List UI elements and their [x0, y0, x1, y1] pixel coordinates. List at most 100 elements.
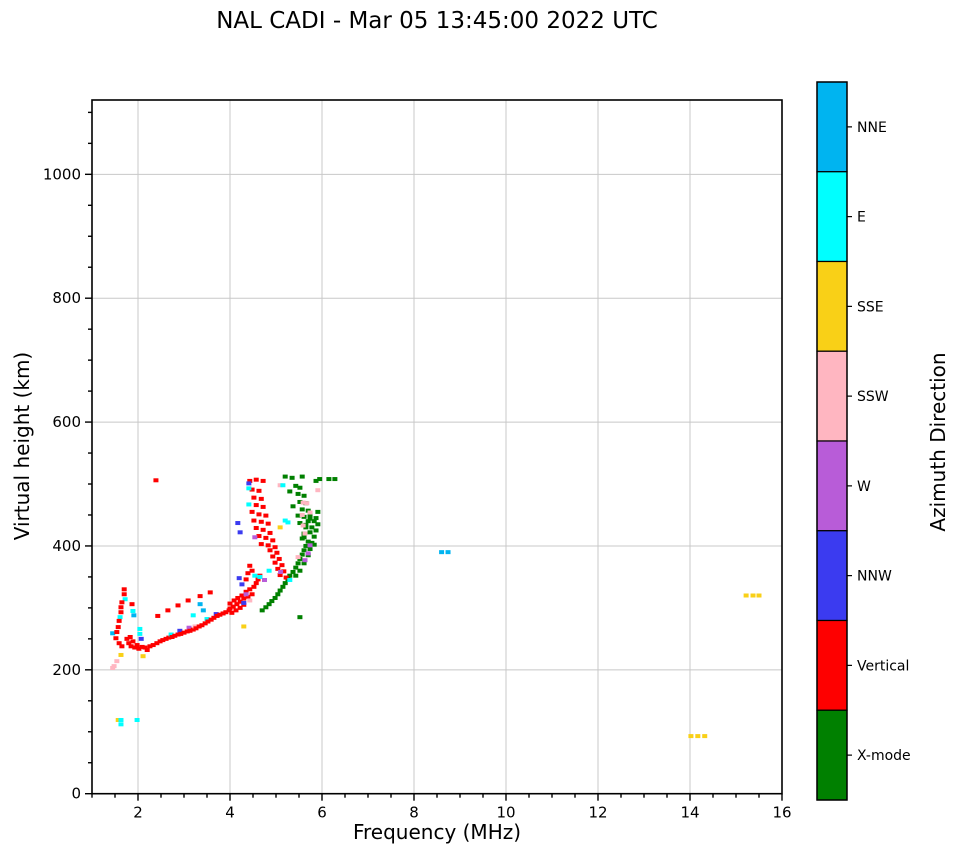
data-point-V — [154, 641, 160, 646]
data-point-NNW — [239, 582, 245, 587]
data-point-E — [204, 617, 210, 622]
data-point-V — [249, 487, 255, 492]
data-point-V — [260, 504, 266, 509]
data-point-V — [119, 644, 125, 649]
data-point-V — [202, 621, 208, 626]
data-point-X — [313, 478, 319, 483]
data-point-SSE — [743, 593, 749, 598]
data-point-X — [289, 475, 295, 480]
data-point-V — [114, 630, 120, 635]
data-point-X — [313, 528, 319, 533]
data-point-X — [332, 477, 338, 482]
data-point-X — [293, 565, 299, 570]
data-point-X — [301, 535, 307, 540]
data-point-V — [263, 535, 269, 540]
data-point-V — [214, 613, 220, 618]
data-point-SSW — [247, 598, 253, 603]
data-point-V — [178, 631, 184, 636]
data-point-X — [315, 509, 321, 514]
colorbar-tick-label: X-mode — [857, 748, 911, 764]
data-point-SSW — [299, 512, 305, 517]
data-point-V — [239, 593, 245, 598]
data-point-V — [126, 641, 132, 646]
data-point-V — [217, 612, 223, 617]
data-point-X — [263, 605, 269, 610]
data-point-V — [247, 587, 253, 592]
data-point-W — [302, 558, 308, 563]
data-point-SSE — [688, 734, 694, 739]
data-point-X — [282, 581, 288, 586]
data-point-V — [229, 610, 235, 615]
data-point-W — [305, 551, 311, 556]
data-point-X — [297, 521, 303, 526]
data-point-X — [299, 552, 305, 557]
data-point-E — [287, 578, 293, 583]
data-point-X — [307, 516, 313, 521]
data-point-V — [237, 599, 243, 604]
data-point-V — [253, 503, 259, 508]
data-point-V — [142, 645, 148, 650]
data-point-V — [243, 577, 249, 582]
data-point-V — [247, 563, 253, 568]
data-point-V — [144, 648, 150, 653]
data-point-V — [265, 521, 271, 526]
data-point-SSW — [304, 501, 310, 506]
y-tick-label: 1000 — [43, 165, 81, 183]
data-point-V — [132, 645, 138, 650]
data-point-X — [269, 599, 275, 604]
data-point-NNE — [439, 550, 445, 555]
colorbar-segment-X — [816, 709, 848, 801]
data-point-NNE — [200, 608, 206, 613]
data-point-V — [249, 592, 255, 597]
data-point-V — [247, 478, 253, 483]
data-point-X — [295, 491, 301, 496]
colorbar-segment-V — [816, 619, 848, 711]
data-point-NNW — [246, 481, 252, 486]
data-point-V — [258, 519, 264, 524]
data-point-V — [185, 598, 191, 603]
data-point-X — [287, 489, 293, 494]
data-point-X — [275, 592, 281, 597]
data-point-V — [175, 632, 181, 637]
data-point-V — [249, 509, 255, 514]
data-point-SSE — [277, 525, 283, 530]
data-point-E — [280, 483, 286, 488]
data-point-V — [263, 513, 269, 518]
data-point-X — [290, 504, 296, 509]
data-point-V — [276, 556, 282, 561]
data-point-V — [139, 644, 145, 649]
data-point-V — [175, 603, 181, 608]
colorbar-segment-E — [816, 171, 848, 263]
plot-border — [91, 99, 783, 795]
data-point-X — [303, 543, 309, 548]
data-point-X — [277, 588, 283, 593]
data-point-V — [121, 592, 127, 597]
data-point-V — [227, 601, 233, 606]
data-point-E — [117, 615, 123, 620]
data-point-V — [199, 623, 205, 628]
data-point-E — [190, 613, 196, 618]
data-point-NNE — [197, 602, 203, 607]
data-point-E — [168, 632, 174, 637]
data-point-V — [258, 542, 264, 547]
data-point-V — [116, 618, 122, 623]
data-point-V — [118, 605, 124, 610]
data-point-NNW — [236, 576, 242, 581]
data-point-W — [186, 625, 192, 630]
data-point-V — [196, 624, 202, 629]
data-point-V — [190, 627, 196, 632]
data-point-V — [281, 569, 287, 574]
data-point-V — [211, 615, 217, 620]
data-point-V — [118, 610, 124, 615]
data-point-SSW — [110, 665, 116, 670]
data-point-SSE — [750, 593, 756, 598]
data-point-SSE — [118, 652, 124, 657]
data-point-V — [245, 594, 251, 599]
data-point-W — [243, 592, 249, 597]
x-tick-label: 6 — [317, 804, 327, 822]
colorbar-tick-label: SSW — [857, 389, 889, 405]
data-point-V — [249, 568, 255, 573]
data-point-V — [128, 644, 134, 649]
data-point-V — [227, 606, 233, 611]
